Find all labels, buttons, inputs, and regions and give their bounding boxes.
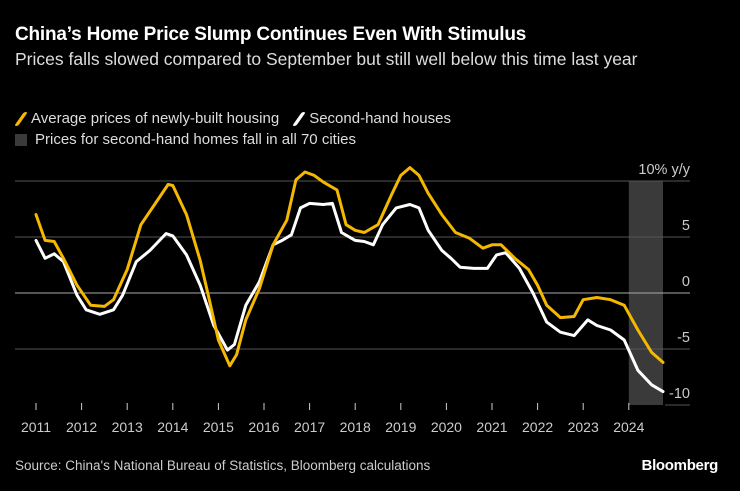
- legend-label: Average prices of newly-built housing: [31, 110, 280, 127]
- x-tick-label: 2015: [203, 419, 234, 435]
- y-tick-label: -5: [677, 330, 690, 346]
- chart-subtitle: Prices falls slowed compared to Septembe…: [15, 49, 638, 69]
- legend-label: Prices for second-hand homes fall in all…: [35, 131, 356, 148]
- x-tick-label: 2013: [112, 419, 143, 435]
- x-tick-label: 2019: [385, 419, 416, 435]
- x-tick-label: 2012: [66, 419, 97, 435]
- x-tick-label: 2011: [21, 419, 51, 435]
- source-note: Source: China's National Bureau of Stati…: [15, 458, 431, 473]
- legend-item-second-hand: Second-hand houses: [292, 110, 451, 127]
- legend-item-new-homes: Average prices of newly-built housing: [14, 110, 280, 127]
- y-tick-label: 10% y/y: [638, 162, 690, 178]
- legend-item-shaded: Prices for second-hand homes fall in all…: [15, 131, 356, 148]
- legend-swatch-shaded: [15, 133, 27, 146]
- x-tick-label: 2017: [294, 419, 325, 435]
- y-tick-label: -10: [669, 386, 690, 402]
- legend-label: Second-hand houses: [309, 110, 451, 127]
- chart-title: China’s Home Price Slump Continues Even …: [15, 24, 527, 45]
- series-line-new-homes: [34, 166, 665, 368]
- x-tick-label: 2024: [613, 419, 644, 435]
- x-tick-label: 2014: [157, 419, 188, 435]
- y-tick-label: 5: [682, 218, 690, 234]
- x-tick-label: 2021: [476, 419, 507, 435]
- bloomberg-logo: Bloomberg: [641, 457, 719, 474]
- x-tick-label: 2016: [248, 419, 279, 435]
- series-line-second-hand: [34, 201, 665, 394]
- x-tick-label: 2018: [340, 419, 371, 435]
- x-tick-label: 2022: [522, 419, 553, 435]
- x-tick-label: 2020: [431, 419, 462, 435]
- y-tick-label: 0: [682, 274, 690, 290]
- legend: Average prices of newly-built housing Se…: [14, 108, 465, 150]
- x-tick-label: 2023: [568, 419, 599, 435]
